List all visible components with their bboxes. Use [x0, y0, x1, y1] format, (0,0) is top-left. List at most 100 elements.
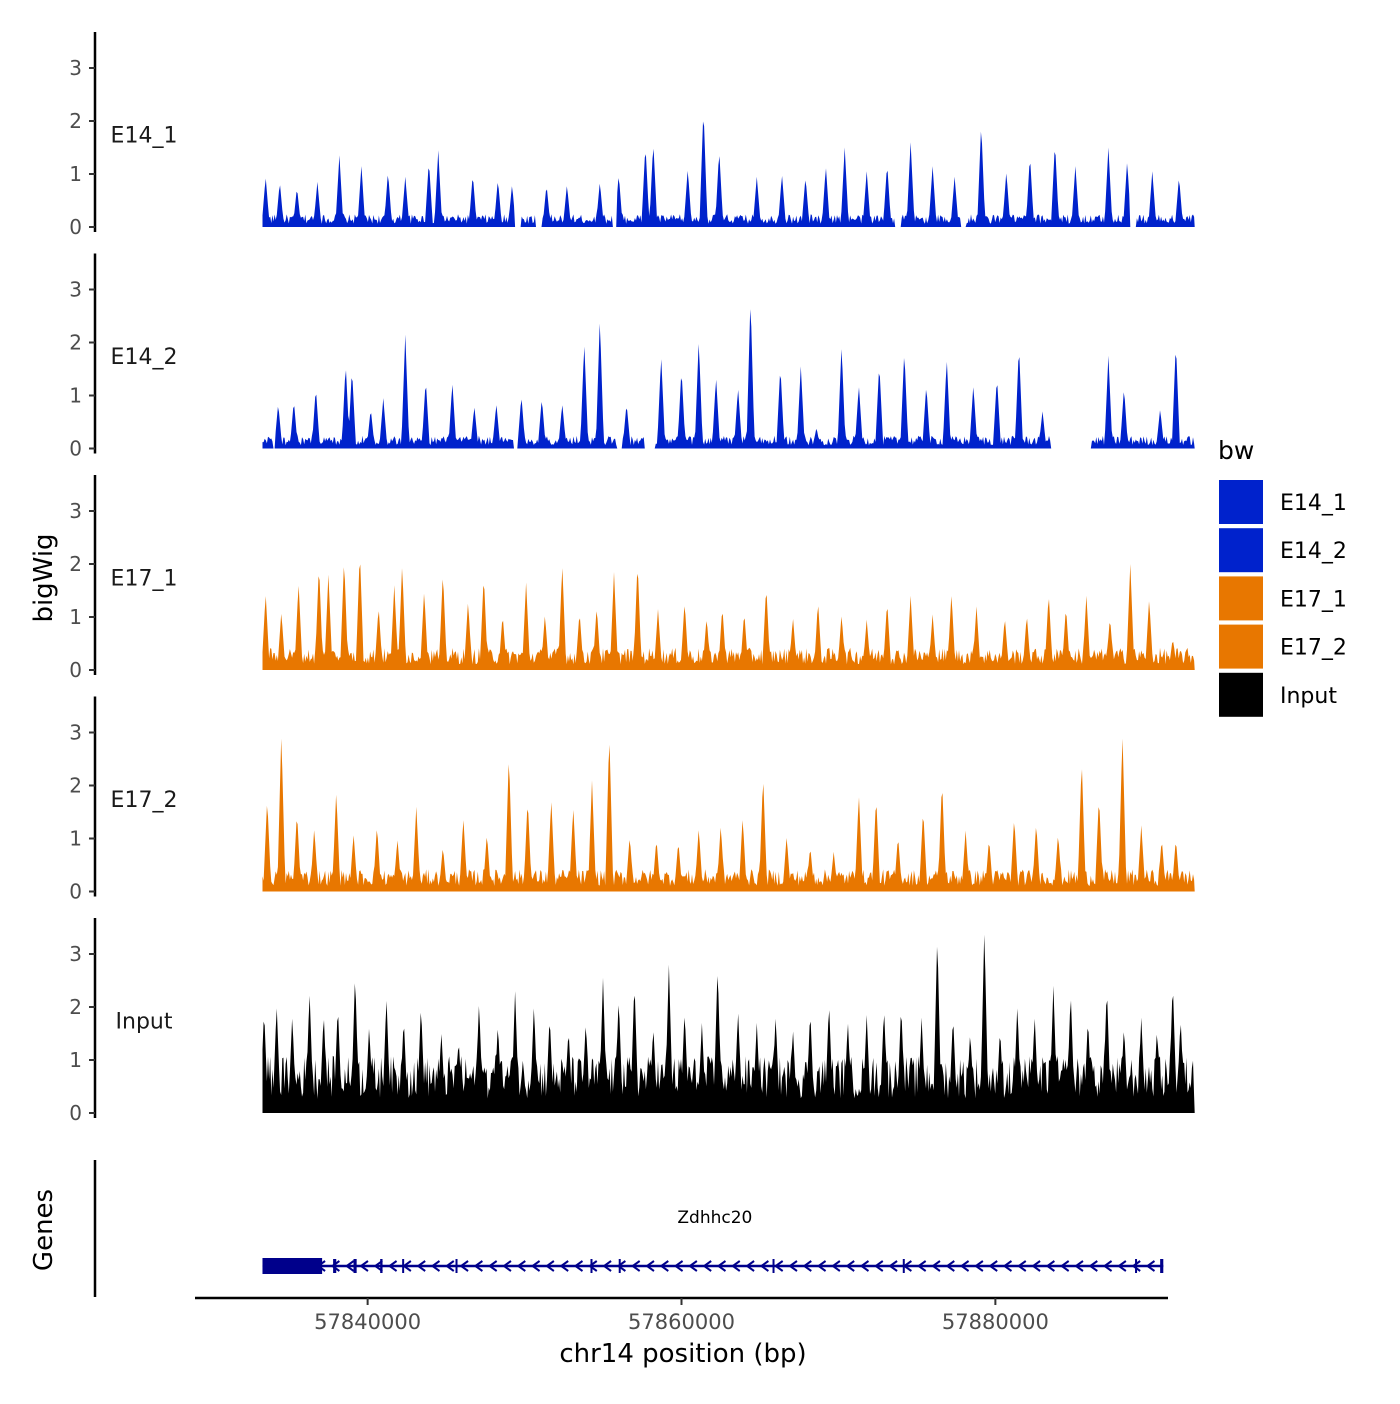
coverage-area-E17_2 — [262, 738, 1195, 892]
gene-panel: Zdhhc20 — [93, 1160, 1164, 1297]
coverage-area-E17_1 — [262, 564, 1195, 670]
strand-arrow — [945, 1260, 955, 1272]
strand-arrow — [1045, 1260, 1055, 1272]
gene-exon — [902, 1259, 905, 1273]
gene-exon — [1135, 1259, 1138, 1273]
y-tick-label: 3 — [69, 942, 82, 966]
strand-arrow — [602, 1260, 612, 1272]
coverage-area-E14_2 — [262, 309, 1195, 449]
y-tick-label: 1 — [69, 1048, 82, 1072]
strand-arrow — [816, 1260, 827, 1272]
y-tick-label: 0 — [69, 1101, 82, 1125]
strand-arrow — [974, 1260, 984, 1272]
track-label: E17_1 — [111, 566, 178, 591]
genes-axis-label: Genes — [29, 1189, 59, 1271]
strand-arrow — [731, 1260, 741, 1272]
gene-exon — [590, 1259, 593, 1273]
strand-arrow — [745, 1260, 755, 1272]
strand-arrow — [916, 1260, 927, 1272]
strand-arrow — [588, 1260, 598, 1272]
y-tick-label: 2 — [69, 995, 82, 1019]
y-axis-label: bigWig — [29, 533, 59, 622]
y-tick-label: 0 — [69, 658, 82, 682]
strand-arrow — [545, 1260, 555, 1272]
strand-arrow — [473, 1260, 483, 1272]
strand-arrow — [516, 1260, 526, 1272]
strand-arrow — [344, 1260, 355, 1272]
strand-arrow — [931, 1260, 941, 1272]
strand-arrow — [1074, 1260, 1084, 1272]
strand-arrow — [359, 1260, 369, 1272]
y-tick-label: 0 — [69, 215, 82, 239]
y-tick-label: 2 — [69, 774, 82, 798]
strand-arrow — [1117, 1260, 1127, 1272]
legend-label: E17_2 — [1280, 636, 1347, 661]
strand-arrow — [487, 1260, 498, 1272]
strand-arrow — [616, 1260, 626, 1272]
gene-exon — [618, 1259, 621, 1273]
strand-arrow — [702, 1260, 712, 1272]
gene-Zdhhc20: Zdhhc20 — [262, 1208, 1164, 1274]
legend-swatch — [1219, 576, 1263, 621]
gene-exon — [262, 1258, 323, 1274]
strand-arrow — [373, 1260, 383, 1272]
strand-arrow — [1002, 1260, 1013, 1272]
x-tick-label: 57840000 — [314, 1310, 421, 1334]
strand-arrow — [988, 1260, 998, 1272]
y-tick-label: 2 — [69, 552, 82, 576]
y-tick-label: 1 — [69, 605, 82, 629]
legend-swatch — [1219, 624, 1263, 669]
track-label: Input — [116, 1009, 173, 1034]
legend-swatch — [1219, 480, 1263, 524]
strand-arrow — [845, 1260, 855, 1272]
y-tick-label: 2 — [69, 109, 82, 133]
y-tick-label: 3 — [69, 721, 82, 745]
strand-arrow — [673, 1260, 684, 1272]
strand-arrow — [959, 1260, 970, 1272]
y-tick-label: 0 — [69, 880, 82, 904]
strand-arrow — [788, 1260, 798, 1272]
gene-exon — [455, 1259, 458, 1273]
signal-tracks: 0 1 2 3 E14_1 0 1 2 3 E14_2 0 1 2 3 E17_1 0 1 2 3 E17_2 0 1 2 3… — [69, 32, 1195, 1125]
track-E17_2: 0 1 2 3 E17_2 — [69, 696, 1195, 904]
gene-exon — [772, 1259, 775, 1273]
legend-item-E14_1: E14_1 — [1219, 480, 1347, 524]
gene-exon — [402, 1259, 405, 1273]
x-tick-label: 57860000 — [628, 1310, 735, 1334]
strand-arrow — [874, 1260, 884, 1272]
y-tick-label: 1 — [69, 827, 82, 851]
y-tick-label: 2 — [69, 331, 82, 355]
legend-label: E14_2 — [1280, 539, 1347, 564]
track-label: E14_1 — [111, 123, 178, 148]
gene-name-label: Zdhhc20 — [677, 1208, 752, 1228]
coverage-area-E14_1 — [262, 121, 1195, 227]
track-Input: 0 1 2 3 Input — [69, 918, 1195, 1125]
strand-arrow — [716, 1260, 727, 1272]
strand-arrow — [502, 1260, 512, 1272]
strand-arrow — [430, 1260, 441, 1272]
legend-item-E17_1: E17_1 — [1219, 576, 1347, 621]
strand-arrow — [1145, 1260, 1156, 1272]
strand-arrow — [445, 1260, 455, 1272]
gene-exon — [380, 1259, 383, 1273]
strand-arrow — [1102, 1260, 1113, 1272]
gene-exon — [1160, 1259, 1164, 1273]
strand-arrow — [759, 1260, 769, 1272]
x-axis-label: chr14 position (bp) — [559, 1339, 806, 1369]
strand-arrow — [630, 1260, 641, 1272]
strand-arrow — [688, 1260, 698, 1272]
strand-arrow — [802, 1260, 812, 1272]
strand-arrow — [645, 1260, 655, 1272]
strand-arrow — [330, 1260, 340, 1272]
legend-swatch — [1219, 528, 1263, 573]
track-E14_2: 0 1 2 3 E14_2 — [69, 253, 1195, 461]
y-tick-label: 1 — [69, 384, 82, 408]
legend: bw E14_1 E14_2 E17_1 E17_2 Input — [1218, 436, 1347, 717]
track-label: E14_2 — [111, 345, 178, 370]
x-axis: 57840000 57860000 57880000 — [195, 1296, 1168, 1334]
track-E14_1: 0 1 2 3 E14_1 — [69, 32, 1195, 239]
strand-arrow — [888, 1260, 898, 1272]
strand-arrow — [1031, 1260, 1041, 1272]
